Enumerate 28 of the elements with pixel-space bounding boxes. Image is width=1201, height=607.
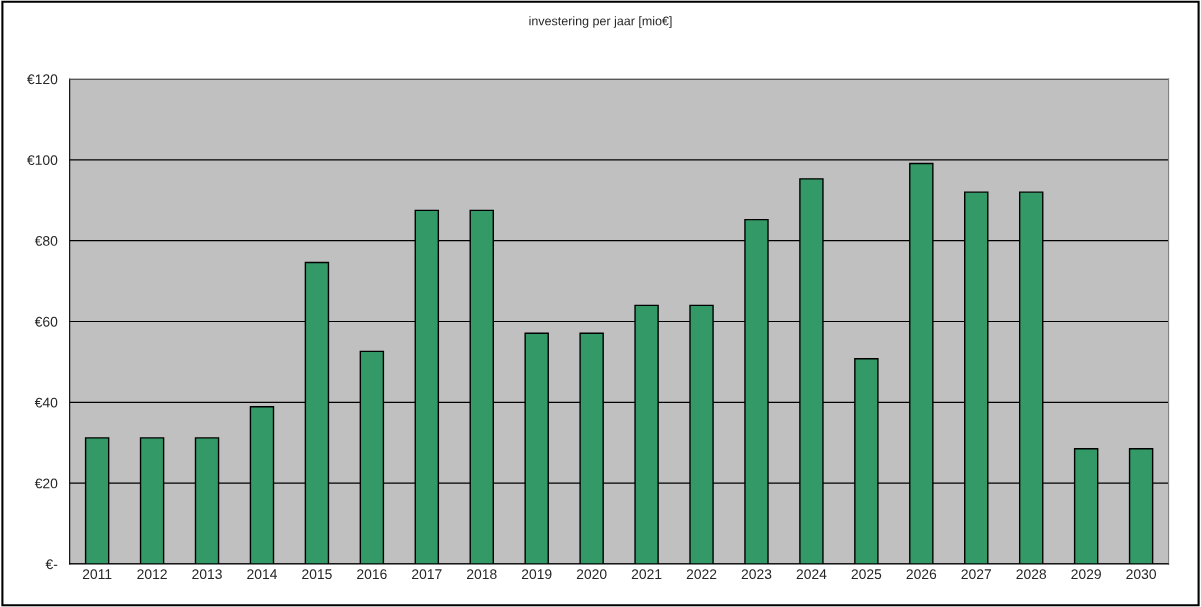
chart-title: investering per jaar [mio€] <box>529 16 672 28</box>
y-tick-label: €120 <box>27 74 58 85</box>
x-tick-label: 2014 <box>247 569 278 580</box>
x-tick-label: 2011 <box>82 569 112 580</box>
y-tick-label: €80 <box>34 236 58 246</box>
y-tick-label: €40 <box>34 397 58 408</box>
x-tick-label: 2018 <box>467 569 497 580</box>
x-tick-label: 2012 <box>137 569 167 580</box>
x-tick-label: 2024 <box>796 569 827 580</box>
x-tick-label: 2013 <box>192 569 222 580</box>
y-tick-label: €60 <box>34 316 58 327</box>
x-tick-label: 2029 <box>1071 569 1101 580</box>
x-tick-label: 2015 <box>302 569 332 580</box>
x-tick-label: 2017 <box>412 569 442 580</box>
x-tick-label: 2022 <box>686 569 717 580</box>
x-tick-label: 2025 <box>851 569 882 580</box>
y-tick-label: €- <box>45 559 58 570</box>
x-tick-label: 2020 <box>576 569 607 580</box>
y-tick-label: €20 <box>34 478 58 489</box>
x-tick-label: 2026 <box>906 569 937 580</box>
x-tick-label: 2028 <box>1016 569 1047 580</box>
x-tick-label: 2023 <box>741 569 772 580</box>
x-tick-label: 2019 <box>521 569 552 580</box>
x-tick-label: 2016 <box>357 569 387 580</box>
x-tick-label: 2021 <box>631 569 662 580</box>
y-tick-label: €100 <box>27 155 58 165</box>
x-tick-label: 2030 <box>1126 569 1157 580</box>
x-tick-label: 2027 <box>961 569 992 580</box>
